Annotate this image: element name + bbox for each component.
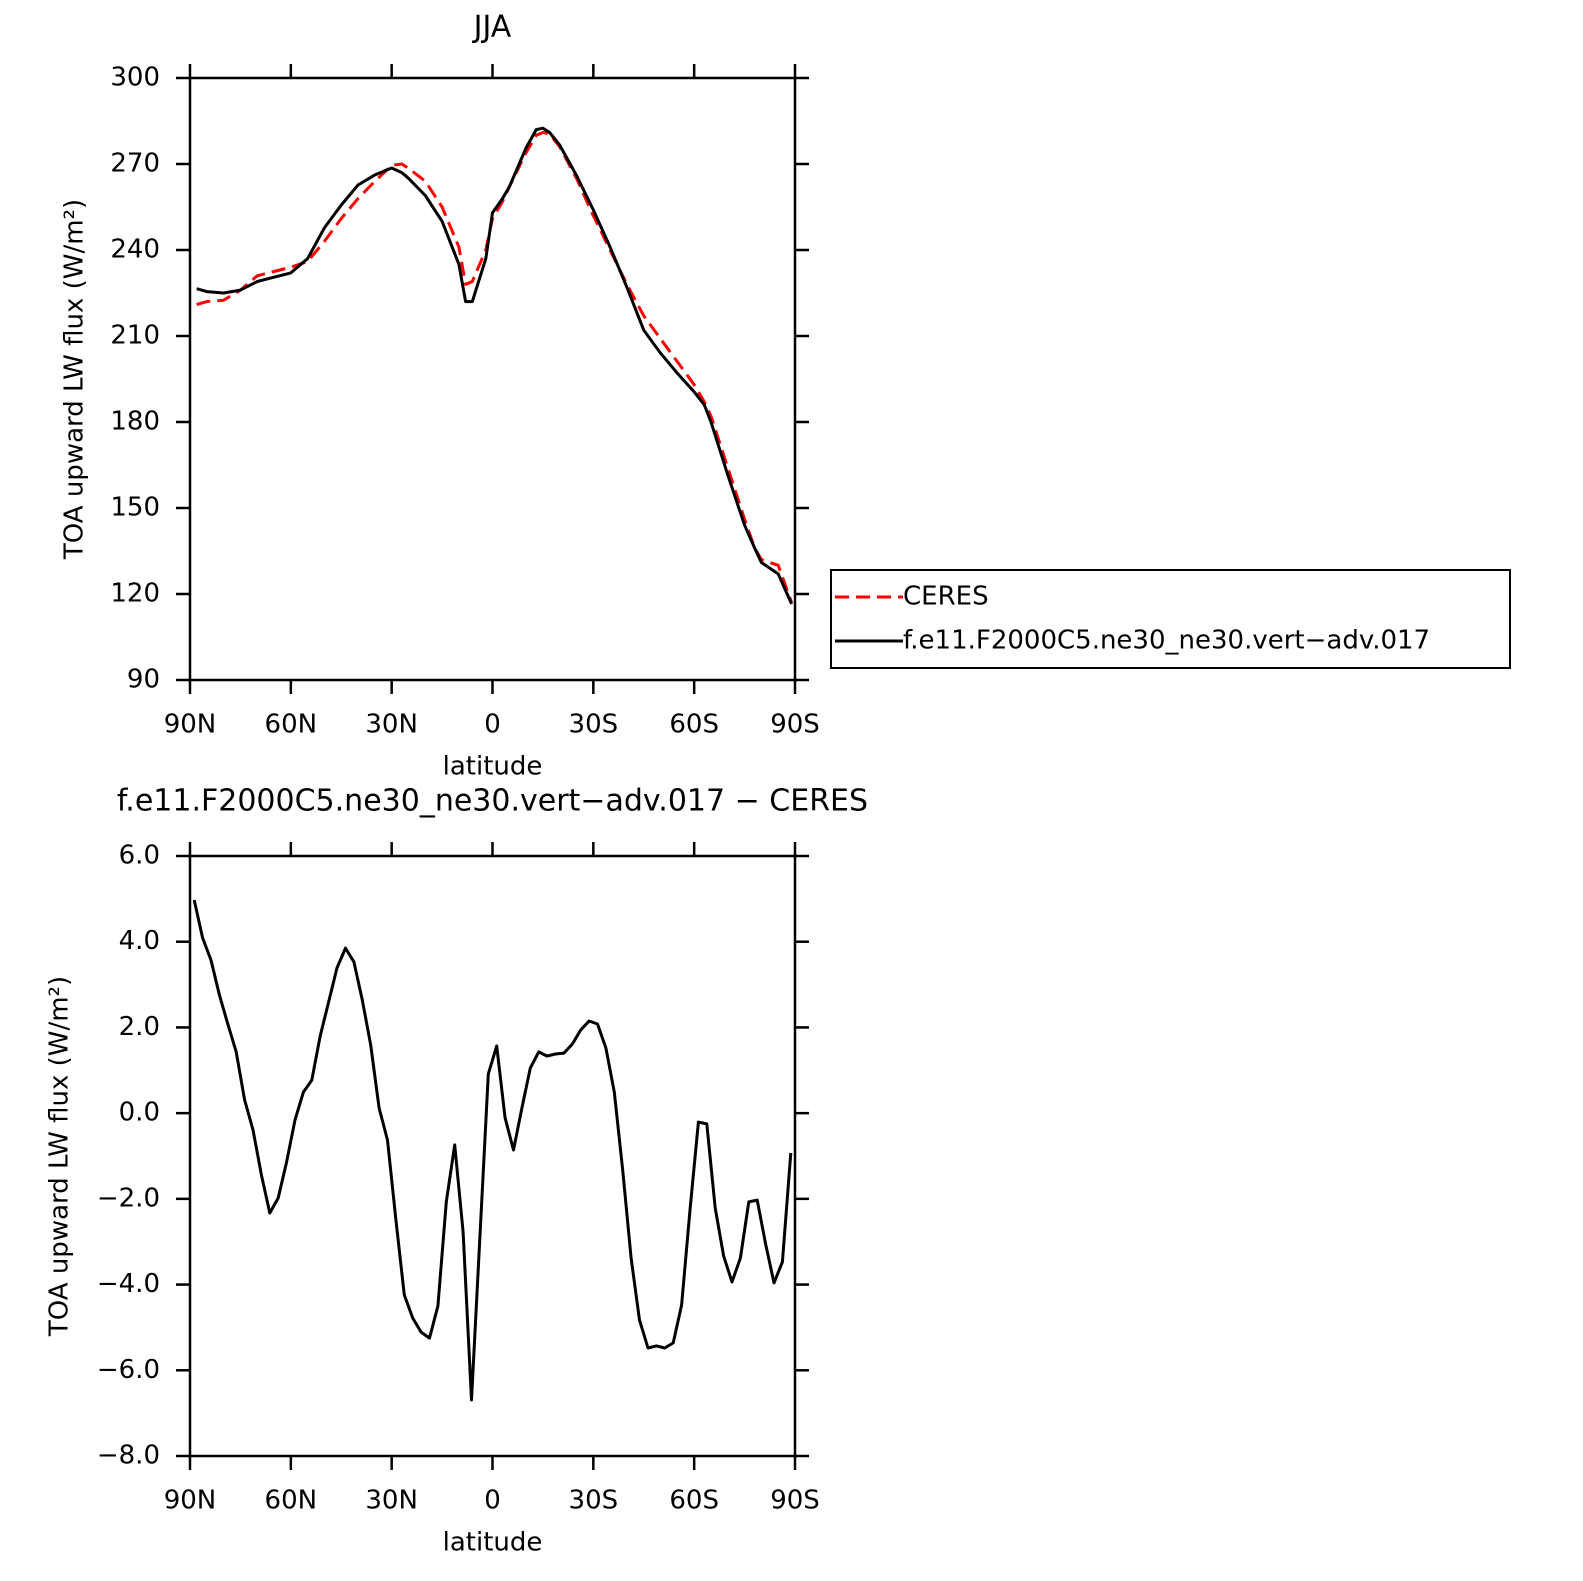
x-tick-label: 90N bbox=[164, 710, 217, 740]
x-tick-label: 60S bbox=[669, 710, 719, 740]
y-tick-label: 210 bbox=[110, 321, 160, 351]
y-tick-label: 0.0 bbox=[119, 1098, 160, 1128]
x-axis-label: latitude bbox=[443, 1528, 543, 1558]
x-tick-label: 30N bbox=[365, 1486, 418, 1516]
x-tick-label: 0 bbox=[484, 710, 501, 740]
y-tick-label: 120 bbox=[110, 579, 160, 609]
x-tick-label: 0 bbox=[484, 1486, 501, 1516]
x-axis-label: latitude bbox=[443, 752, 543, 782]
y-tick-label: −4.0 bbox=[97, 1269, 160, 1299]
chart-title: JJA bbox=[472, 10, 512, 45]
plot-frame bbox=[188, 854, 797, 1458]
data-line bbox=[196, 131, 794, 604]
legend-box bbox=[830, 569, 1511, 669]
x-tick-label: 30N bbox=[365, 710, 418, 740]
y-axis-label: TOA upward LW flux (W/m²) bbox=[45, 976, 75, 1337]
y-tick-label: −6.0 bbox=[97, 1355, 160, 1385]
data-line bbox=[192, 899, 793, 1402]
x-tick-label: 30S bbox=[569, 1486, 619, 1516]
plot-frame bbox=[188, 76, 797, 682]
legend-label: f.e11.F2000C5.ne30_ne30.vert−adv.017 bbox=[903, 626, 1430, 656]
y-tick-label: 240 bbox=[110, 235, 160, 265]
x-tick-label: 30S bbox=[569, 710, 619, 740]
y-tick-label: 6.0 bbox=[119, 841, 160, 871]
x-tick-label: 60N bbox=[265, 710, 318, 740]
x-tick-label: 60N bbox=[265, 1486, 318, 1516]
y-tick-label: −2.0 bbox=[97, 1183, 160, 1213]
y-tick-label: 300 bbox=[110, 63, 160, 93]
x-tick-label: 90S bbox=[770, 710, 820, 740]
y-tick-label: 270 bbox=[110, 149, 160, 179]
data-line bbox=[196, 126, 793, 605]
legend-label: CERES bbox=[903, 582, 989, 612]
y-tick-label: −8.0 bbox=[97, 1441, 160, 1471]
x-tick-label: 90N bbox=[164, 1486, 217, 1516]
y-tick-label: 2.0 bbox=[119, 1012, 160, 1042]
x-tick-label: 90S bbox=[770, 1486, 820, 1516]
y-tick-label: 180 bbox=[110, 407, 160, 437]
y-tick-label: 4.0 bbox=[119, 926, 160, 956]
chart-title: f.e11.F2000C5.ne30_ne30.vert−adv.017 − C… bbox=[117, 784, 868, 819]
y-tick-label: 150 bbox=[110, 493, 160, 523]
x-tick-label: 60S bbox=[669, 1486, 719, 1516]
y-axis-label: TOA upward LW flux (W/m²) bbox=[60, 199, 90, 560]
y-tick-label: 90 bbox=[127, 665, 160, 695]
